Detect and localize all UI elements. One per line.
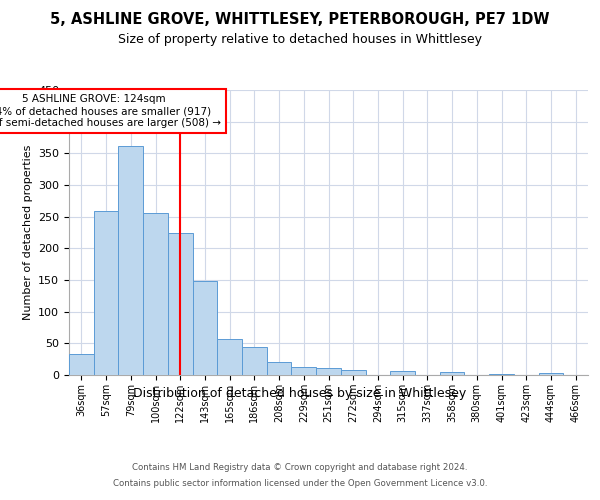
Bar [292, 368, 316, 375]
Bar [118, 146, 143, 375]
Text: Distribution of detached houses by size in Whittlesey: Distribution of detached houses by size … [133, 388, 467, 400]
Bar [69, 354, 94, 375]
Bar [539, 373, 563, 375]
Bar [489, 374, 514, 375]
Bar [242, 347, 267, 375]
Bar [143, 213, 168, 375]
Text: Size of property relative to detached houses in Whittlesey: Size of property relative to detached ho… [118, 32, 482, 46]
Bar [440, 372, 464, 375]
Text: Contains HM Land Registry data © Crown copyright and database right 2024.: Contains HM Land Registry data © Crown c… [132, 464, 468, 472]
Bar [217, 339, 242, 375]
Bar [267, 362, 292, 375]
Bar [390, 371, 415, 375]
Bar [316, 368, 341, 375]
Bar [193, 282, 217, 375]
Text: Contains public sector information licensed under the Open Government Licence v3: Contains public sector information licen… [113, 478, 487, 488]
Text: 5, ASHLINE GROVE, WHITTLESEY, PETERBOROUGH, PE7 1DW: 5, ASHLINE GROVE, WHITTLESEY, PETERBOROU… [50, 12, 550, 28]
Y-axis label: Number of detached properties: Number of detached properties [23, 145, 32, 320]
Bar [94, 211, 118, 375]
Text: 5 ASHLINE GROVE: 124sqm
← 64% of detached houses are smaller (917)
36% of semi-d: 5 ASHLINE GROVE: 124sqm ← 64% of detache… [0, 94, 221, 128]
Bar [341, 370, 365, 375]
Bar [168, 232, 193, 375]
